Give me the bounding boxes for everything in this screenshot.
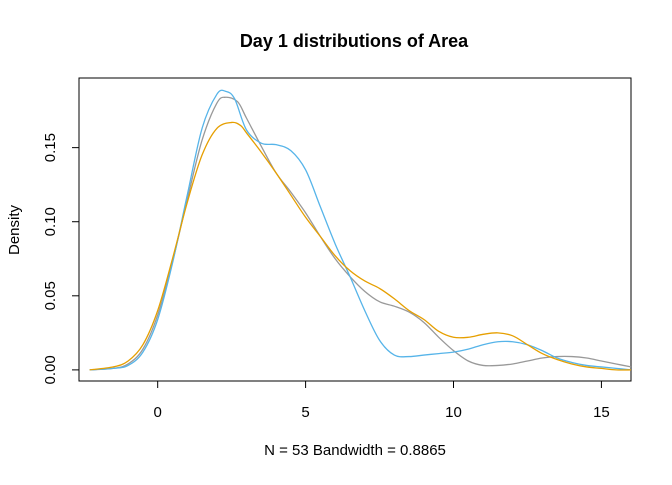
y-tick-label: 0.15	[42, 133, 59, 162]
plot-frame	[78, 77, 632, 382]
x-tick-label: 15	[593, 404, 610, 421]
chart-title: Day 1 distributions of Area	[240, 31, 469, 51]
x-axis-label: N = 53 Bandwidth = 0.8865	[264, 442, 446, 459]
density-curve-3	[89, 121, 632, 371]
x-tick-label: 0	[154, 404, 162, 421]
y-axis: 0.00 0.05 0.10 0.15	[42, 133, 79, 384]
density-curve-2	[89, 89, 632, 371]
density-curves	[89, 89, 632, 371]
x-axis: 0 5 10 15	[154, 381, 610, 421]
density-curve-1	[89, 96, 632, 371]
x-tick-label: 5	[301, 404, 309, 421]
x-tick-label: 10	[445, 404, 462, 421]
y-tick-label: 0.00	[42, 355, 59, 384]
y-tick-label: 0.05	[42, 281, 59, 310]
y-axis-label: Density	[6, 204, 23, 255]
y-tick-label: 0.10	[42, 207, 59, 236]
